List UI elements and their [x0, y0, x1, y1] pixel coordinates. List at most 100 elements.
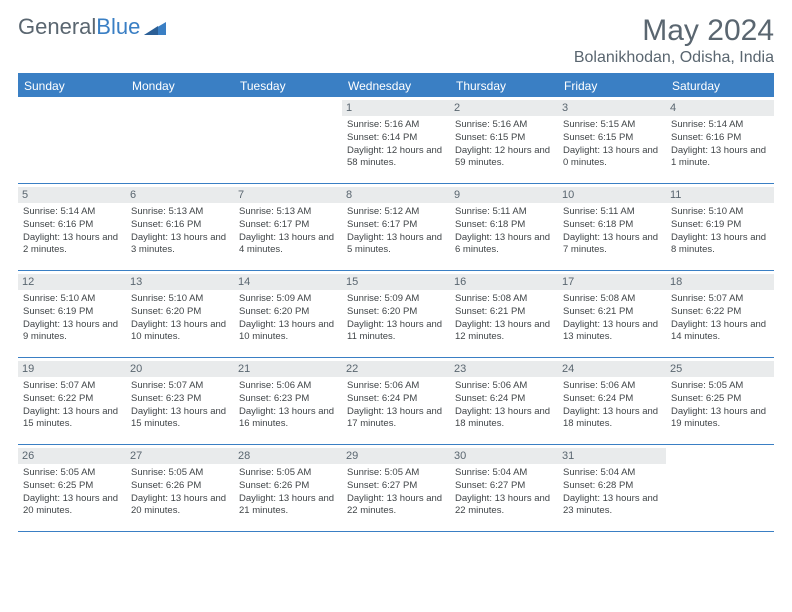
day-cell — [126, 97, 234, 183]
daylight-text: Daylight: 12 hours and 59 minutes. — [455, 145, 553, 171]
daylight-text: Daylight: 13 hours and 12 minutes. — [455, 319, 553, 345]
sunrise-text: Sunrise: 5:16 AM — [455, 119, 553, 132]
sunrise-text: Sunrise: 5:07 AM — [671, 293, 769, 306]
day-number: 25 — [666, 361, 774, 377]
sunset-text: Sunset: 6:17 PM — [347, 219, 445, 232]
day-number: 18 — [666, 274, 774, 290]
day-header-row: Sunday Monday Tuesday Wednesday Thursday… — [18, 75, 774, 97]
day-number: 28 — [234, 448, 342, 464]
day-number: 16 — [450, 274, 558, 290]
daylight-text: Daylight: 13 hours and 5 minutes. — [347, 232, 445, 258]
daylight-text: Daylight: 13 hours and 20 minutes. — [23, 493, 121, 519]
sunrise-text: Sunrise: 5:04 AM — [563, 467, 661, 480]
day-number: 24 — [558, 361, 666, 377]
sunrise-text: Sunrise: 5:05 AM — [239, 467, 337, 480]
day-cell: 21Sunrise: 5:06 AMSunset: 6:23 PMDayligh… — [234, 358, 342, 444]
sunset-text: Sunset: 6:20 PM — [131, 306, 229, 319]
sunset-text: Sunset: 6:26 PM — [131, 480, 229, 493]
sunset-text: Sunset: 6:16 PM — [23, 219, 121, 232]
sunset-text: Sunset: 6:23 PM — [131, 393, 229, 406]
day-cell: 14Sunrise: 5:09 AMSunset: 6:20 PMDayligh… — [234, 271, 342, 357]
sunrise-text: Sunrise: 5:11 AM — [563, 206, 661, 219]
day-number: 7 — [234, 187, 342, 203]
sunset-text: Sunset: 6:22 PM — [671, 306, 769, 319]
day-cell: 25Sunrise: 5:05 AMSunset: 6:25 PMDayligh… — [666, 358, 774, 444]
sunrise-text: Sunrise: 5:05 AM — [671, 380, 769, 393]
sunrise-text: Sunrise: 5:06 AM — [455, 380, 553, 393]
sunset-text: Sunset: 6:27 PM — [455, 480, 553, 493]
day-header: Monday — [126, 75, 234, 97]
day-cell: 29Sunrise: 5:05 AMSunset: 6:27 PMDayligh… — [342, 445, 450, 531]
daylight-text: Daylight: 13 hours and 23 minutes. — [563, 493, 661, 519]
sunset-text: Sunset: 6:21 PM — [563, 306, 661, 319]
daylight-text: Daylight: 13 hours and 22 minutes. — [455, 493, 553, 519]
day-cell: 4Sunrise: 5:14 AMSunset: 6:16 PMDaylight… — [666, 97, 774, 183]
day-number: 21 — [234, 361, 342, 377]
day-number: 9 — [450, 187, 558, 203]
sunset-text: Sunset: 6:16 PM — [671, 132, 769, 145]
day-number: 11 — [666, 187, 774, 203]
daylight-text: Daylight: 13 hours and 11 minutes. — [347, 319, 445, 345]
sunset-text: Sunset: 6:16 PM — [131, 219, 229, 232]
daylight-text: Daylight: 13 hours and 14 minutes. — [671, 319, 769, 345]
sunset-text: Sunset: 6:15 PM — [455, 132, 553, 145]
daylight-text: Daylight: 13 hours and 19 minutes. — [671, 406, 769, 432]
day-cell: 6 Sunrise: 5:13 AMSunset: 6:16 PMDaylight… — [126, 184, 234, 270]
day-number: 17 — [558, 274, 666, 290]
day-cell: 28Sunrise: 5:05 AMSunset: 6:26 PMDayligh… — [234, 445, 342, 531]
daylight-text: Daylight: 13 hours and 3 minutes. — [131, 232, 229, 258]
day-number: 13 — [126, 274, 234, 290]
daylight-text: Daylight: 13 hours and 22 minutes. — [347, 493, 445, 519]
sunset-text: Sunset: 6:20 PM — [239, 306, 337, 319]
day-cell: 24Sunrise: 5:06 AMSunset: 6:24 PMDayligh… — [558, 358, 666, 444]
day-header: Sunday — [18, 75, 126, 97]
day-cell: 3Sunrise: 5:15 AMSunset: 6:15 PMDaylight… — [558, 97, 666, 183]
day-number: 20 — [126, 361, 234, 377]
day-number: 31 — [558, 448, 666, 464]
sunrise-text: Sunrise: 5:12 AM — [347, 206, 445, 219]
day-cell: 18 Sunrise: 5:07 AMSunset: 6:22 PMDayligh… — [666, 271, 774, 357]
day-cell: 17Sunrise: 5:08 AMSunset: 6:21 PMDayligh… — [558, 271, 666, 357]
title-block: May 2024 Bolanikhodan, Odisha, India — [574, 14, 774, 67]
sunset-text: Sunset: 6:22 PM — [23, 393, 121, 406]
sunrise-text: Sunrise: 5:13 AM — [131, 206, 229, 219]
day-cell: 5Sunrise: 5:14 AMSunset: 6:16 PMDaylight… — [18, 184, 126, 270]
daylight-text: Daylight: 12 hours and 58 minutes. — [347, 145, 445, 171]
calendar: Sunday Monday Tuesday Wednesday Thursday… — [18, 73, 774, 532]
day-header: Saturday — [666, 75, 774, 97]
day-cell: 15Sunrise: 5:09 AMSunset: 6:20 PMDayligh… — [342, 271, 450, 357]
day-header: Tuesday — [234, 75, 342, 97]
day-header: Wednesday — [342, 75, 450, 97]
daylight-text: Daylight: 13 hours and 7 minutes. — [563, 232, 661, 258]
sunrise-text: Sunrise: 5:13 AM — [239, 206, 337, 219]
day-number: 27 — [126, 448, 234, 464]
day-number: 6 — [126, 187, 234, 203]
day-number: 14 — [234, 274, 342, 290]
week-row: 1Sunrise: 5:16 AMSunset: 6:14 PMDaylight… — [18, 97, 774, 184]
daylight-text: Daylight: 13 hours and 18 minutes. — [563, 406, 661, 432]
day-cell: 16Sunrise: 5:08 AMSunset: 6:21 PMDayligh… — [450, 271, 558, 357]
sunrise-text: Sunrise: 5:08 AM — [455, 293, 553, 306]
day-header: Thursday — [450, 75, 558, 97]
daylight-text: Daylight: 13 hours and 6 minutes. — [455, 232, 553, 258]
day-number: 29 — [342, 448, 450, 464]
sunrise-text: Sunrise: 5:10 AM — [131, 293, 229, 306]
day-cell: 1Sunrise: 5:16 AMSunset: 6:14 PMDaylight… — [342, 97, 450, 183]
day-number: 30 — [450, 448, 558, 464]
daylight-text: Daylight: 13 hours and 17 minutes. — [347, 406, 445, 432]
day-number: 19 — [18, 361, 126, 377]
sunset-text: Sunset: 6:20 PM — [347, 306, 445, 319]
daylight-text: Daylight: 13 hours and 2 minutes. — [23, 232, 121, 258]
sunrise-text: Sunrise: 5:08 AM — [563, 293, 661, 306]
day-cell: 30Sunrise: 5:04 AMSunset: 6:27 PMDayligh… — [450, 445, 558, 531]
day-cell — [234, 97, 342, 183]
daylight-text: Daylight: 13 hours and 10 minutes. — [131, 319, 229, 345]
day-cell: 26Sunrise: 5:05 AMSunset: 6:25 PMDayligh… — [18, 445, 126, 531]
sunrise-text: Sunrise: 5:14 AM — [671, 119, 769, 132]
weeks-container: 1Sunrise: 5:16 AMSunset: 6:14 PMDaylight… — [18, 97, 774, 532]
day-cell — [18, 97, 126, 183]
sunset-text: Sunset: 6:24 PM — [347, 393, 445, 406]
day-cell: 12Sunrise: 5:10 AMSunset: 6:19 PMDayligh… — [18, 271, 126, 357]
sunset-text: Sunset: 6:15 PM — [563, 132, 661, 145]
day-number: 5 — [18, 187, 126, 203]
